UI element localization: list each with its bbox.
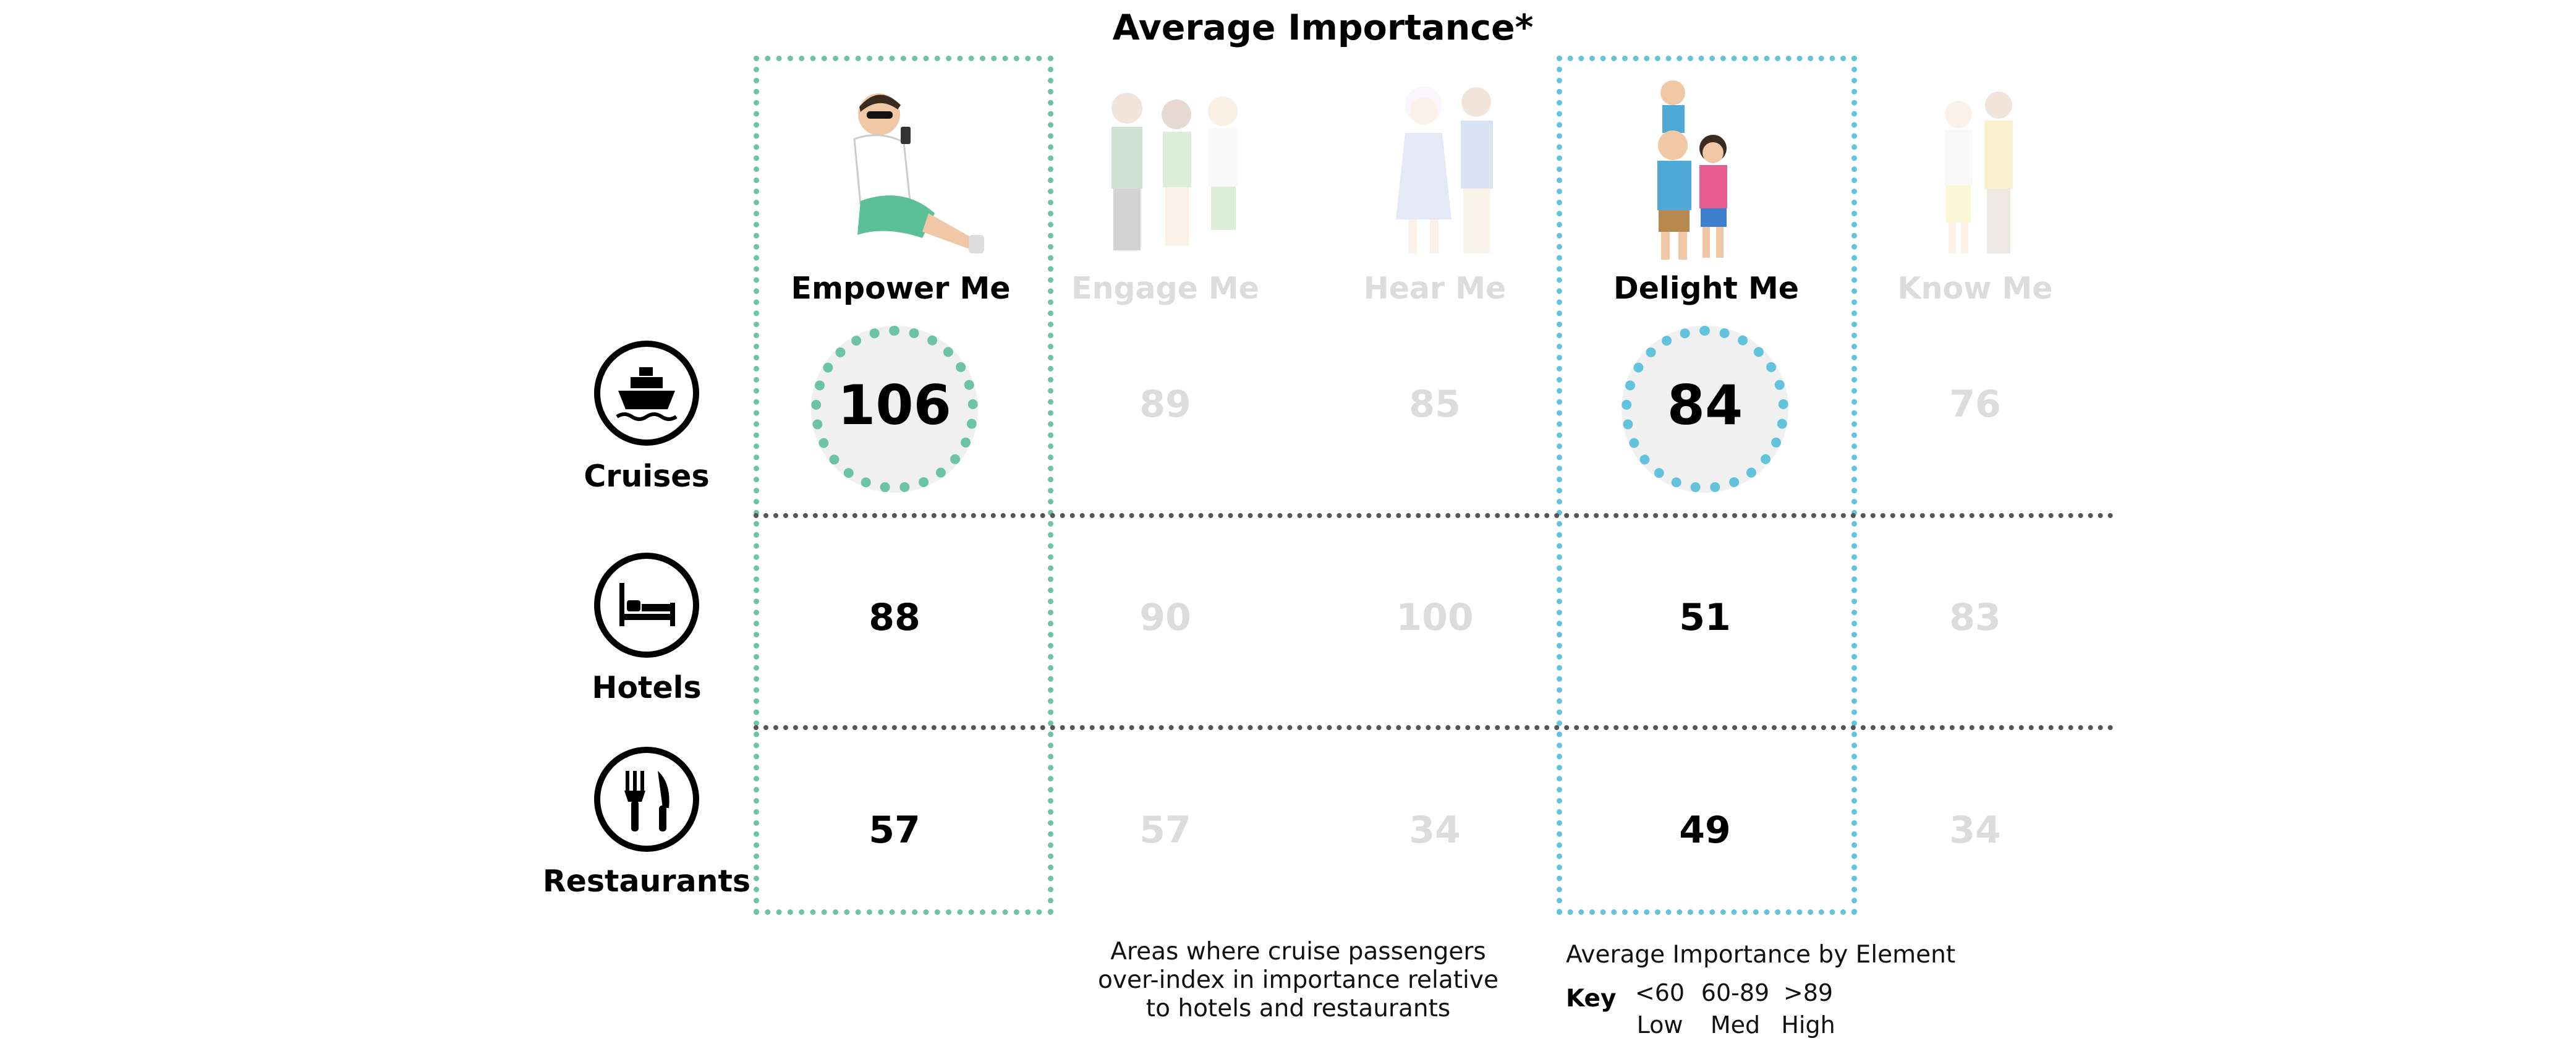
cell-hotels-empower-me: 88 xyxy=(869,596,920,639)
column-label-hear-me: Hear Me xyxy=(1363,271,1507,306)
key-label: Key xyxy=(1566,985,1617,1013)
note-line: over-index in importance relative xyxy=(1098,966,1498,994)
note-line: Areas where cruise passengers xyxy=(1110,938,1486,966)
row-label-hotels: Hotels xyxy=(592,670,702,705)
column-label-engage-me: Engage Me xyxy=(1071,271,1259,306)
cell-cruises-delight-me: 84 xyxy=(1667,373,1743,437)
key-level: High xyxy=(1781,1011,1835,1039)
row-divider xyxy=(754,725,2114,730)
column-label-know-me: Know Me xyxy=(1897,271,2053,306)
key-item-high: >89 High xyxy=(1774,977,1842,1041)
key-level: Med xyxy=(1710,1011,1761,1039)
cell-restaurants-delight-me: 49 xyxy=(1679,809,1731,852)
cell-hotels-know-me: 83 xyxy=(1949,596,2001,639)
fork-knife-icon xyxy=(594,747,699,852)
row-label-restaurants: Restaurants xyxy=(542,864,751,899)
cell-restaurants-hear-me: 34 xyxy=(1409,809,1461,852)
empower-me-highlight-box xyxy=(754,56,1053,915)
key-range: >89 xyxy=(1783,979,1834,1006)
know-me-figure xyxy=(1945,91,2013,253)
delight-me-highlight-box xyxy=(1557,56,1857,915)
cell-cruises-engage-me: 89 xyxy=(1139,383,1191,426)
key-item-low: <60 Low xyxy=(1626,977,1694,1041)
cell-cruises-hear-me: 85 xyxy=(1409,383,1461,426)
empower-cruises-highlight-ring xyxy=(811,326,978,493)
key-range: 60-89 xyxy=(1701,979,1770,1006)
highlight-note: Areas where cruise passengers over-index… xyxy=(1051,938,1545,1023)
cell-hotels-hear-me: 100 xyxy=(1396,596,1474,639)
key-title: Average Importance by Element xyxy=(1566,941,1956,969)
delight-me-figure xyxy=(1657,80,1727,260)
cell-restaurants-empower-me: 57 xyxy=(869,809,920,852)
row-divider xyxy=(754,513,2114,518)
chart-title: Average Importance* xyxy=(1112,7,1534,48)
key-level: Low xyxy=(1636,1011,1683,1039)
cell-cruises-empower-me: 106 xyxy=(838,373,951,437)
cell-restaurants-know-me: 34 xyxy=(1949,809,2001,852)
empower-me-figure xyxy=(853,93,984,253)
key-item-med: 60-89 Med xyxy=(1695,977,1775,1041)
cell-restaurants-engage-me: 57 xyxy=(1139,809,1191,852)
column-label-empower-me: Empower Me xyxy=(791,271,1011,306)
cell-hotels-engage-me: 90 xyxy=(1139,596,1191,639)
cell-cruises-know-me: 76 xyxy=(1949,383,2001,426)
cruise-ship-icon xyxy=(594,341,699,446)
row-label-cruises: Cruises xyxy=(584,459,710,494)
hear-me-figure xyxy=(1396,87,1493,253)
cell-hotels-delight-me: 51 xyxy=(1679,596,1731,639)
column-label-delight-me: Delight Me xyxy=(1613,271,1799,306)
key-range: <60 xyxy=(1634,979,1685,1006)
hotel-bed-icon xyxy=(594,553,699,658)
note-line: to hotels and restaurants xyxy=(1146,995,1451,1022)
engage-me-figure xyxy=(1112,93,1238,250)
